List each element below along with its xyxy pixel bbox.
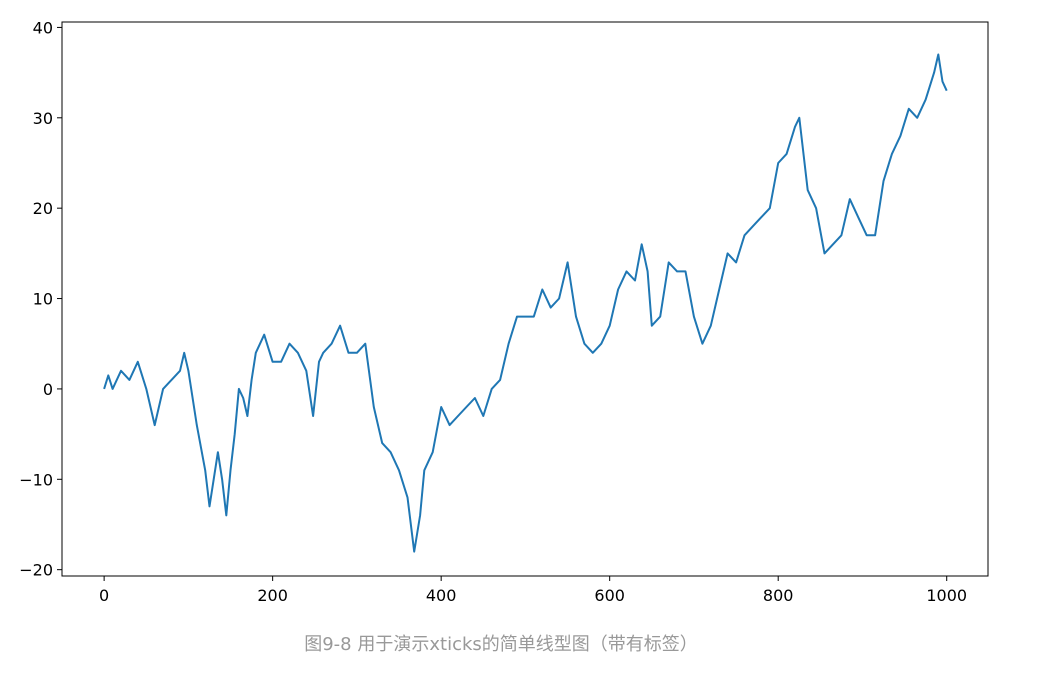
- y-tick-label: −20: [19, 561, 53, 580]
- caption: 图9-8 用于演示xticks的简单线型图（带有标签）: [304, 634, 698, 655]
- plot-frame: [61, 21, 989, 577]
- x-tick-label: 1000: [926, 586, 967, 605]
- y-tick-label: 30: [33, 109, 53, 128]
- x-tick-label: 0: [99, 586, 109, 605]
- x-tick-label: 400: [426, 586, 457, 605]
- y-tick-label: −10: [19, 470, 53, 489]
- y-tick-label: 40: [33, 18, 53, 37]
- y-tick-label: 10: [33, 290, 53, 309]
- y-tick-label: 20: [33, 199, 53, 218]
- x-tick-label: 800: [763, 586, 794, 605]
- x-tick-label: 600: [594, 586, 625, 605]
- x-tick-label: 200: [257, 586, 288, 605]
- y-tick-label: 0: [43, 380, 53, 399]
- line: [103, 53, 948, 553]
